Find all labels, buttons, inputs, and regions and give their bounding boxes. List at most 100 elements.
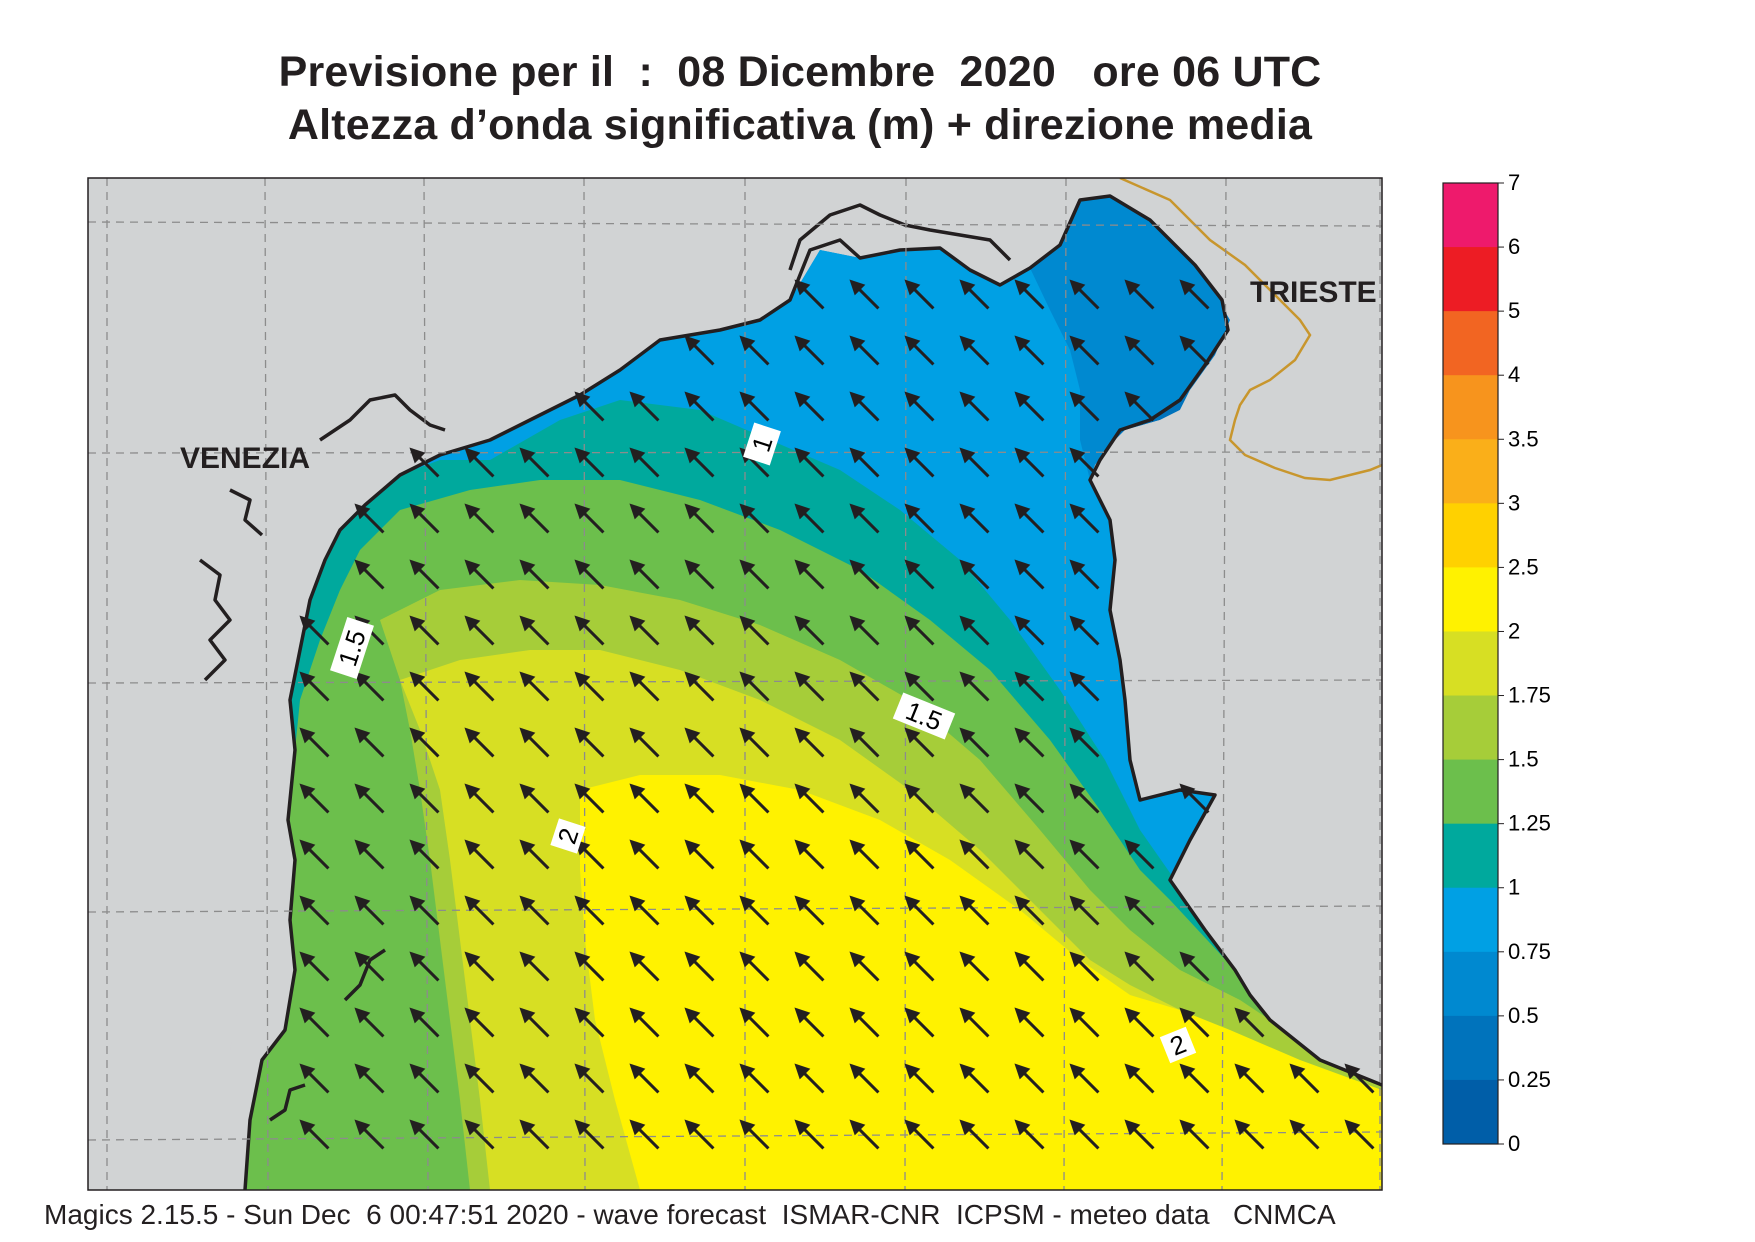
wave-direction-arrow bbox=[739, 1063, 770, 1094]
wave-direction-arrow bbox=[299, 615, 330, 646]
legend-tick-label: 0 bbox=[1508, 1131, 1520, 1156]
legend-tick-label: 0.5 bbox=[1508, 1003, 1539, 1028]
legend-tick-label: 3.5 bbox=[1508, 426, 1539, 451]
wave-direction-arrow bbox=[739, 503, 770, 534]
wave-direction-arrow bbox=[1069, 447, 1100, 478]
wave-direction-arrow bbox=[1069, 839, 1100, 870]
wave-direction-arrow bbox=[354, 671, 385, 702]
wave-direction-arrow bbox=[1014, 559, 1045, 590]
wave-direction-arrow bbox=[629, 783, 660, 814]
wave-direction-arrow bbox=[519, 1063, 550, 1094]
contour-label-1-5-center: 1.5 bbox=[892, 692, 956, 740]
wave-direction-arrow bbox=[409, 1007, 440, 1038]
wave-direction-arrow bbox=[409, 951, 440, 982]
wave-direction-arrow bbox=[849, 335, 880, 366]
wave-direction-arrow bbox=[959, 279, 990, 310]
wave-direction-arrow bbox=[739, 951, 770, 982]
wave-direction-arrow bbox=[1069, 279, 1100, 310]
city-label-trieste: TRIESTE bbox=[1250, 276, 1377, 309]
wave-direction-arrow bbox=[794, 951, 825, 982]
wave-direction-arrow bbox=[1179, 951, 1210, 982]
wave-direction-arrows bbox=[299, 279, 1375, 1150]
wave-direction-arrow bbox=[959, 895, 990, 926]
wave-direction-arrow bbox=[574, 447, 605, 478]
wave-direction-arrow bbox=[574, 951, 605, 982]
wave-direction-arrow bbox=[574, 671, 605, 702]
wave-direction-arrow bbox=[629, 615, 660, 646]
wave-direction-arrow bbox=[464, 671, 495, 702]
wave-direction-arrow bbox=[959, 839, 990, 870]
wave-direction-arrow bbox=[794, 1119, 825, 1150]
wave-direction-arrow bbox=[409, 559, 440, 590]
wave-direction-arrow bbox=[849, 1119, 880, 1150]
wave-direction-arrow bbox=[354, 559, 385, 590]
wave-direction-arrow bbox=[1069, 951, 1100, 982]
wave-direction-arrow bbox=[629, 447, 660, 478]
contour-labels: 1 1.5 1.5 2 2 bbox=[330, 422, 1197, 1064]
legend-swatch bbox=[1443, 823, 1498, 889]
wave-direction-arrow bbox=[354, 783, 385, 814]
legend-tick-label: 3 bbox=[1508, 490, 1520, 515]
wave-direction-arrow bbox=[464, 839, 495, 870]
wave-direction-arrow bbox=[519, 895, 550, 926]
wave-direction-arrow bbox=[684, 503, 715, 534]
wave-direction-arrow bbox=[1234, 1007, 1265, 1038]
wave-direction-arrow bbox=[464, 615, 495, 646]
legend-tick-label: 1.5 bbox=[1508, 747, 1539, 772]
wave-direction-arrow bbox=[739, 335, 770, 366]
wave-direction-arrow bbox=[629, 671, 660, 702]
wave-direction-arrow bbox=[464, 559, 495, 590]
wave-direction-arrow bbox=[299, 1063, 330, 1094]
wave-direction-arrow bbox=[629, 727, 660, 758]
wave-direction-arrow bbox=[684, 391, 715, 422]
legend-tick-label: 2.5 bbox=[1508, 554, 1539, 579]
wave-direction-arrow bbox=[904, 391, 935, 422]
wave-direction-arrow bbox=[409, 1119, 440, 1150]
wave-direction-arrow bbox=[739, 839, 770, 870]
wave-direction-arrow bbox=[684, 447, 715, 478]
wave-direction-arrow bbox=[1014, 783, 1045, 814]
wave-direction-arrow bbox=[684, 1007, 715, 1038]
wave-direction-arrow bbox=[739, 391, 770, 422]
wave-direction-arrow bbox=[1014, 391, 1045, 422]
wave-direction-arrow bbox=[904, 839, 935, 870]
wave-direction-arrow bbox=[849, 951, 880, 982]
wave-direction-arrow bbox=[959, 727, 990, 758]
wave-direction-arrow bbox=[904, 1007, 935, 1038]
wave-direction-arrow bbox=[519, 559, 550, 590]
wave-direction-arrow bbox=[1014, 951, 1045, 982]
wave-direction-arrow bbox=[519, 447, 550, 478]
wave-direction-arrow bbox=[959, 503, 990, 534]
wave-direction-arrow bbox=[794, 1063, 825, 1094]
wave-direction-arrow bbox=[1124, 335, 1155, 366]
wave-direction-arrow bbox=[1069, 1119, 1100, 1150]
wave-direction-arrow bbox=[959, 559, 990, 590]
wave-direction-arrow bbox=[959, 615, 990, 646]
wave-direction-arrow bbox=[629, 951, 660, 982]
wave-direction-arrow bbox=[354, 1007, 385, 1038]
wave-direction-arrow bbox=[794, 391, 825, 422]
wave-direction-arrow bbox=[959, 335, 990, 366]
wave-direction-arrow bbox=[629, 895, 660, 926]
wave-direction-arrow bbox=[794, 559, 825, 590]
wave-direction-arrow bbox=[849, 559, 880, 590]
wave-direction-arrow bbox=[849, 727, 880, 758]
wave-direction-arrow bbox=[574, 839, 605, 870]
wave-direction-arrow bbox=[739, 1007, 770, 1038]
legend-swatch bbox=[1443, 503, 1498, 568]
legend-tick-label: 5 bbox=[1508, 298, 1520, 323]
wave-direction-arrow bbox=[1014, 839, 1045, 870]
legend-tick-label: 1.25 bbox=[1508, 811, 1551, 836]
wave-direction-arrow bbox=[574, 895, 605, 926]
wave-direction-arrow bbox=[1014, 615, 1045, 646]
wave-direction-arrow bbox=[849, 895, 880, 926]
wave-direction-arrow bbox=[299, 727, 330, 758]
wave-direction-arrow bbox=[794, 279, 825, 310]
wave-direction-arrow bbox=[1014, 1119, 1045, 1150]
wave-direction-arrow bbox=[409, 895, 440, 926]
wave-direction-arrow bbox=[519, 1119, 550, 1150]
legend-swatch bbox=[1443, 375, 1498, 440]
wave-direction-arrow bbox=[299, 895, 330, 926]
legend-tick-label: 4 bbox=[1508, 362, 1520, 387]
